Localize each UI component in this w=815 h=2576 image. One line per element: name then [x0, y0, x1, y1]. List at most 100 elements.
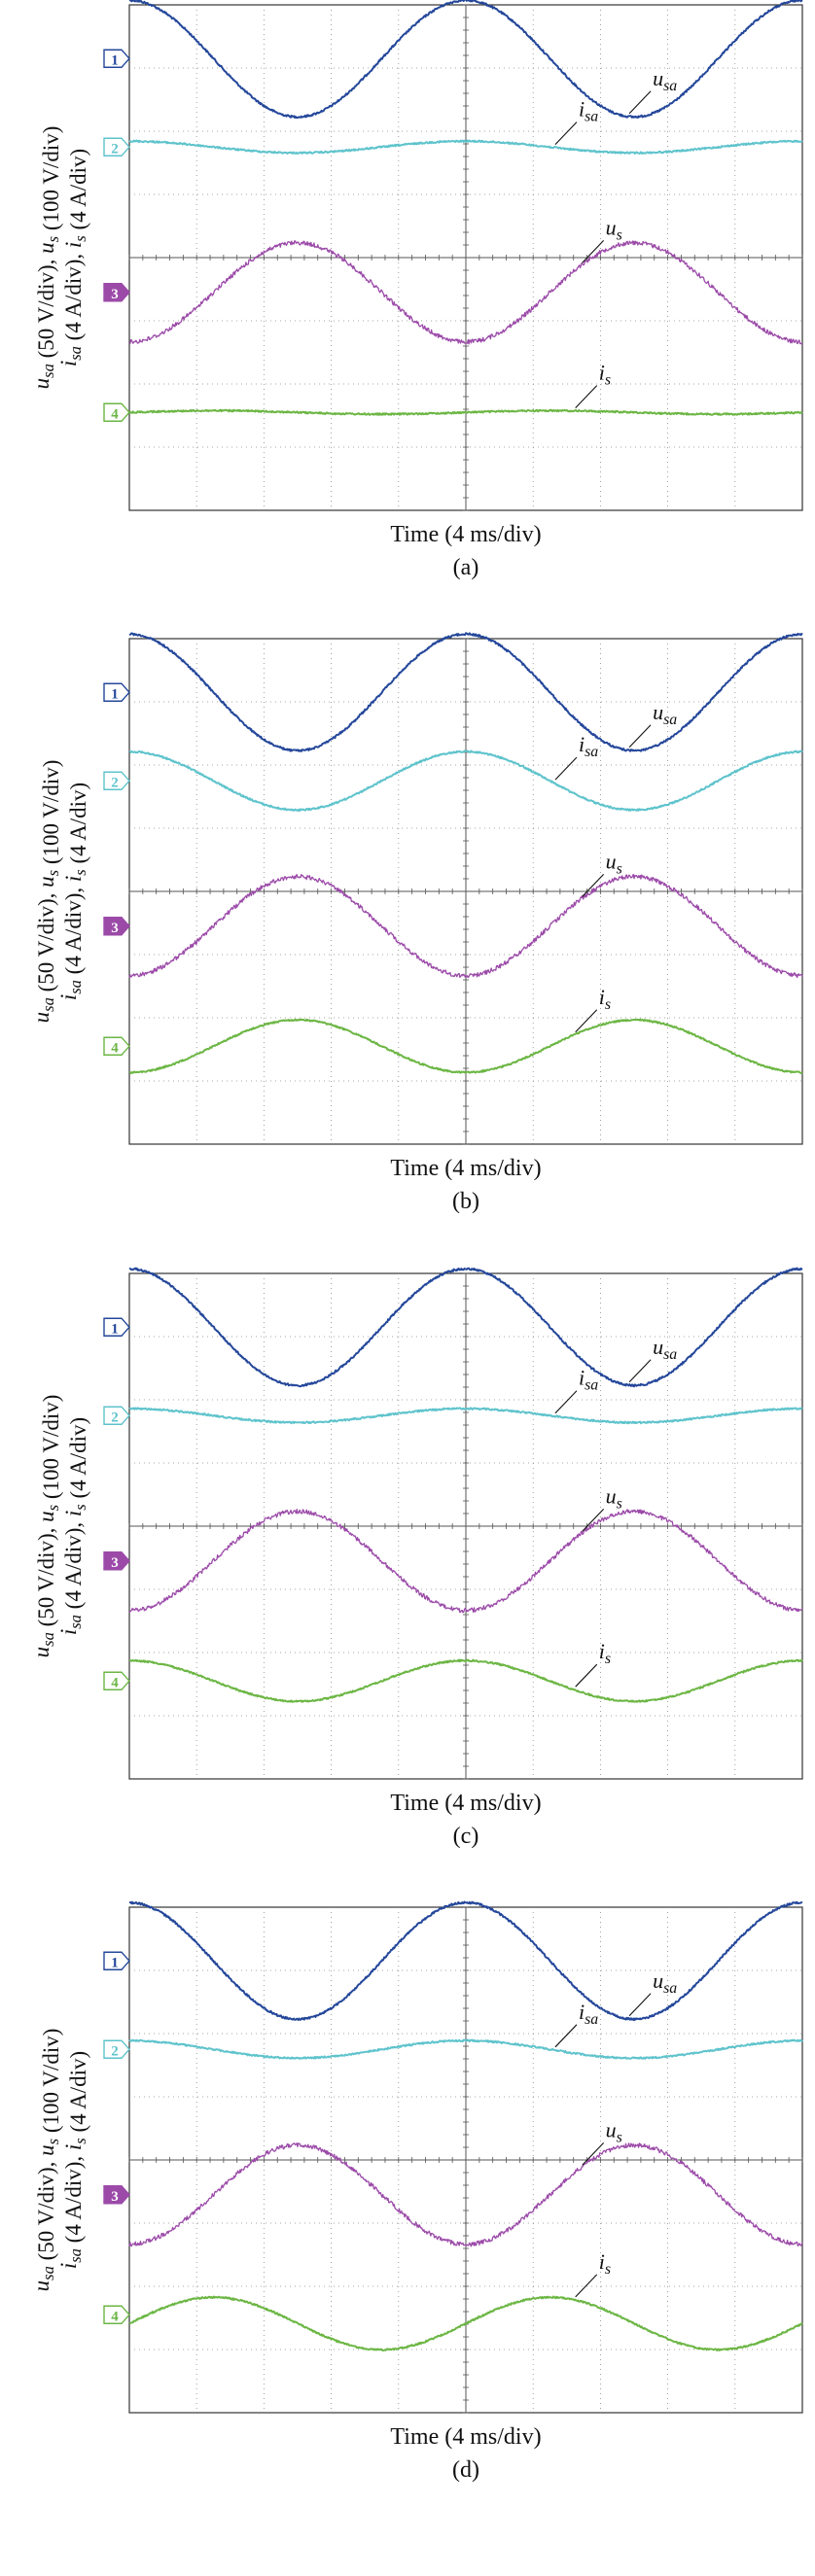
channel-marker-shape [103, 2305, 130, 2324]
channel-marker-label: 4 [111, 2309, 119, 2324]
series-label-usa: usa [653, 1968, 677, 1997]
channel-marker-shape [103, 682, 130, 702]
channel-marker-shape [103, 771, 130, 790]
series-label-us: us [606, 1483, 622, 1512]
channel-marker-label: 3 [111, 2189, 119, 2205]
channel-marker-label: 2 [111, 2043, 119, 2059]
series-label-is: is [599, 985, 611, 1013]
channel-marker-2: 2 [103, 137, 130, 157]
trace-is [128, 2295, 803, 2351]
grid [128, 4, 803, 511]
series-label-leader [554, 2024, 578, 2048]
trace-usa [128, 1900, 803, 2022]
series-label-isa: isa [579, 2000, 598, 2028]
series-label-leader [554, 122, 578, 146]
trace-us [128, 2142, 803, 2247]
trace-isa [128, 2038, 803, 2060]
panel-label: (a) [453, 555, 479, 580]
series-label-leader [628, 1359, 652, 1383]
trace-us [128, 240, 803, 345]
y-axis-label-top: usa (50 V/div), us (100 V/div) [29, 760, 63, 1024]
channel-marker-label: 2 [111, 1410, 119, 1425]
x-axis-label: Time (4 ms/div) [390, 522, 541, 547]
channel-marker-shape [103, 402, 130, 422]
panel-1: 1 usa 2 isa 3 us 4 is usa (50 V/div), us (100 V/… [29, 0, 803, 580]
channel-marker-2: 2 [103, 771, 130, 790]
trace-usa [128, 1267, 803, 1388]
grid [128, 1272, 803, 1780]
channel-marker-label: 3 [111, 1555, 119, 1571]
channel-marker-shape [103, 1317, 130, 1337]
channel-marker-shape [103, 2185, 130, 2205]
channel-marker-shape [103, 49, 130, 68]
trace-is [128, 408, 803, 416]
series-label-us: us [606, 2117, 622, 2145]
channel-marker-3: 3 [103, 2185, 130, 2205]
y-axis-label-bottom: isa (4 A/div), is (4 A/div) [56, 149, 90, 366]
y-axis-label-top: usa (50 V/div), us (100 V/div) [29, 2029, 63, 2292]
trace-usa [128, 0, 803, 120]
channel-marker-4: 4 [103, 2305, 130, 2324]
channel-marker-label: 1 [111, 52, 119, 68]
series-label-leader [575, 1009, 598, 1033]
panel-label: (d) [452, 2457, 479, 2483]
channel-marker-label: 2 [111, 775, 119, 790]
x-axis-label: Time (4 ms/div) [390, 2424, 541, 2450]
y-axis-label-top: usa (50 V/div), us (100 V/div) [29, 126, 63, 390]
y-axis-label-bottom: isa (4 A/div), is (4 A/div) [56, 1417, 90, 1635]
panel-3: 1 usa 2 isa 3 us 4 is usa (50 V/div), us (100 V/… [29, 1267, 803, 1849]
series-label-leader [575, 385, 598, 409]
channel-marker-4: 4 [103, 1036, 130, 1056]
series-label-isa: isa [579, 732, 598, 760]
panel-label: (c) [453, 1824, 479, 1849]
y-axis-label-bottom: isa (4 A/div), is (4 A/div) [56, 783, 90, 1000]
panel-4: 1 usa 2 isa 3 us 4 is usa (50 V/div), us (100 V/… [29, 1900, 803, 2483]
channel-marker-4: 4 [103, 402, 130, 422]
channel-marker-shape [103, 2039, 130, 2059]
channel-marker-1: 1 [103, 49, 130, 68]
x-axis-label: Time (4 ms/div) [390, 1791, 541, 1816]
channel-marker-4: 4 [103, 1671, 130, 1690]
channel-marker-label: 4 [111, 1675, 119, 1690]
series-label-is: is [599, 2249, 611, 2278]
trace-isa [128, 749, 803, 812]
series-label-leader [575, 1663, 598, 1688]
trace-is [128, 1018, 803, 1074]
channel-marker-shape [103, 1551, 130, 1571]
trace-usa [128, 632, 803, 752]
channel-marker-3: 3 [103, 917, 130, 936]
channel-marker-3: 3 [103, 1551, 130, 1571]
grid [128, 638, 803, 1145]
channel-marker-shape [103, 917, 130, 936]
series-label-leader [582, 240, 605, 263]
series-label-is: is [599, 361, 611, 389]
channel-marker-label: 2 [111, 141, 119, 157]
channel-marker-2: 2 [103, 1406, 130, 1425]
channel-marker-shape [103, 1036, 130, 1056]
channel-marker-2: 2 [103, 2039, 130, 2059]
series-label-leader [628, 90, 652, 115]
channel-marker-1: 1 [103, 1317, 130, 1337]
channel-marker-label: 1 [111, 1955, 119, 1970]
series-label-usa: usa [653, 700, 677, 728]
channel-marker-3: 3 [103, 283, 130, 302]
trace-isa [128, 139, 803, 155]
x-axis-label: Time (4 ms/div) [390, 1156, 541, 1181]
series-label-leader [575, 2274, 598, 2298]
series-label-is: is [599, 1639, 611, 1667]
channel-marker-label: 1 [111, 686, 119, 702]
y-axis-label-top: usa (50 V/div), us (100 V/div) [29, 1395, 63, 1658]
series-label-leader [554, 1390, 578, 1414]
series-label-us: us [606, 215, 622, 243]
trace-is [128, 1658, 803, 1703]
grid [128, 1906, 803, 2414]
y-axis-label-bottom: isa (4 A/div), is (4 A/div) [56, 2051, 90, 2269]
series-label-leader [554, 756, 578, 781]
panel-label: (b) [452, 1189, 479, 1214]
channel-marker-label: 1 [111, 1321, 119, 1337]
trace-isa [128, 1407, 803, 1425]
series-label-leader [582, 1509, 605, 1532]
series-label-isa: isa [579, 97, 598, 125]
trace-us [128, 1508, 803, 1614]
